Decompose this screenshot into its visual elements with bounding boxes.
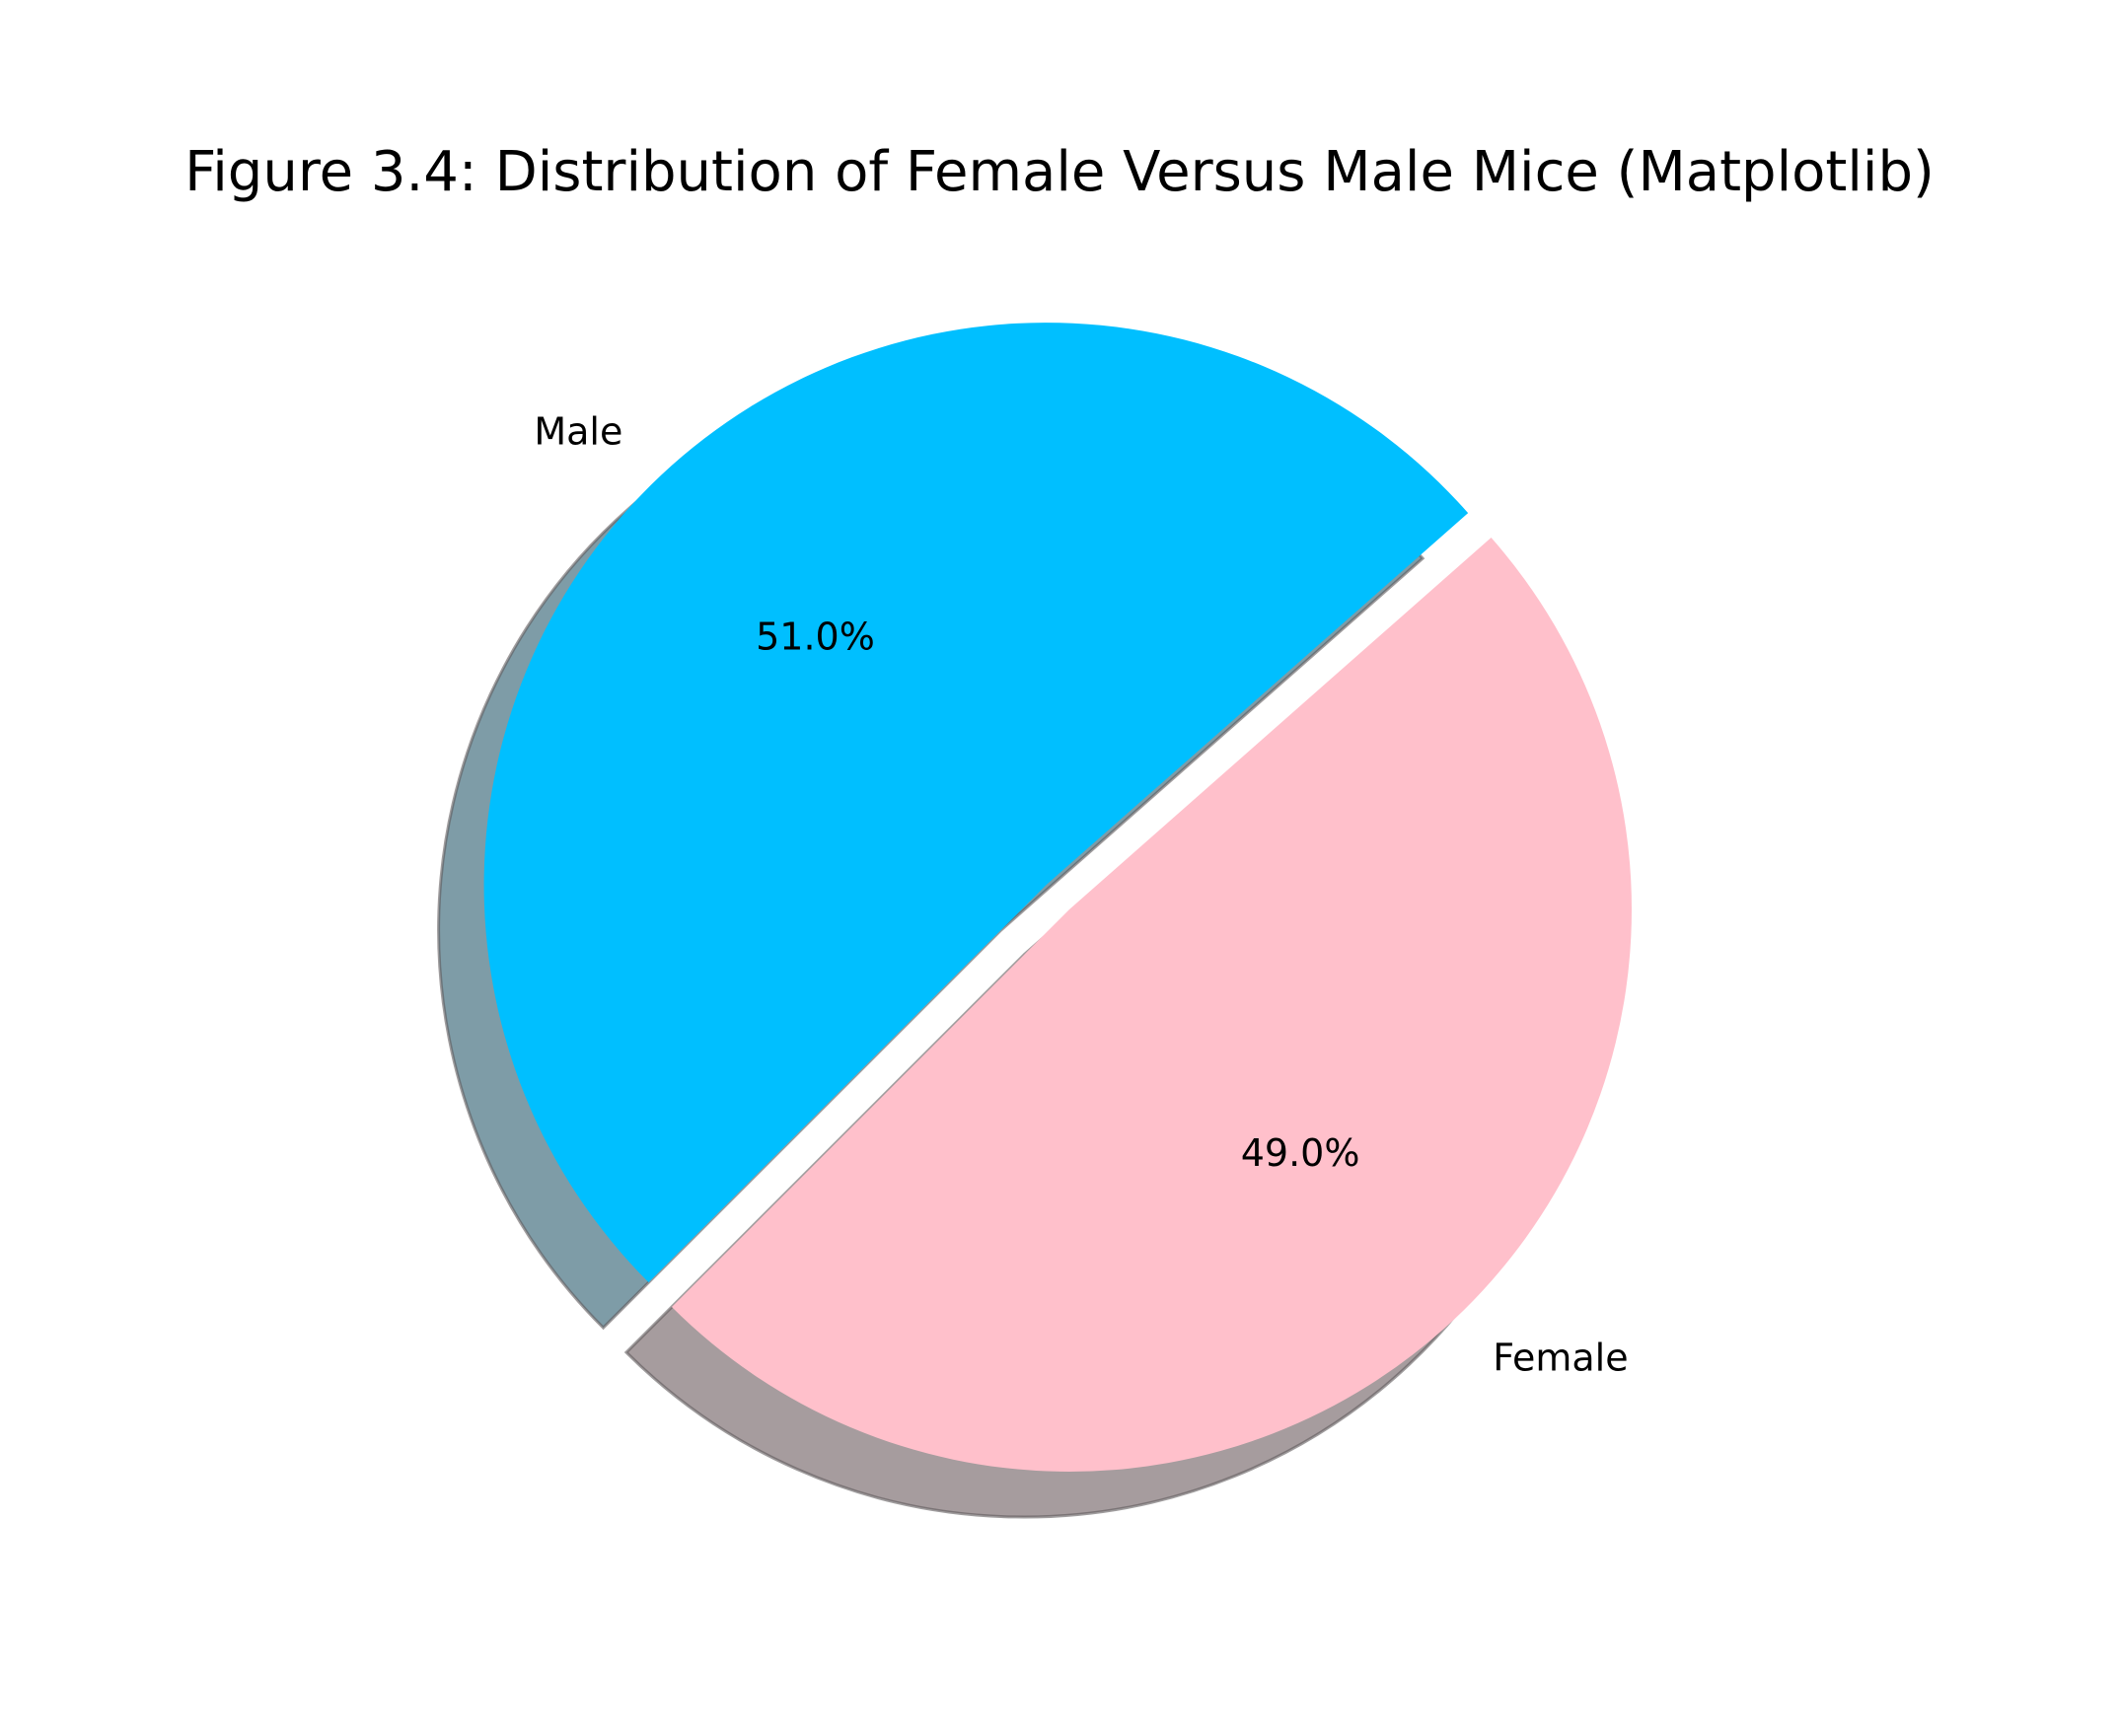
pct-label-female: 49.0%	[1241, 1131, 1360, 1175]
chart-title: Figure 3.4: Distribution of Female Versu…	[184, 140, 1935, 204]
slice-label-female: Female	[1493, 1337, 1628, 1380]
pie-slice-layer	[483, 323, 1632, 1472]
pct-label-male: 51.0%	[756, 615, 875, 658]
pie-slice-female	[671, 538, 1632, 1472]
pie-label-layer: Female 49.0% Male 51.0%	[534, 410, 1628, 1380]
pie-slice-male	[483, 323, 1469, 1283]
slice-label-male: Male	[534, 410, 622, 454]
